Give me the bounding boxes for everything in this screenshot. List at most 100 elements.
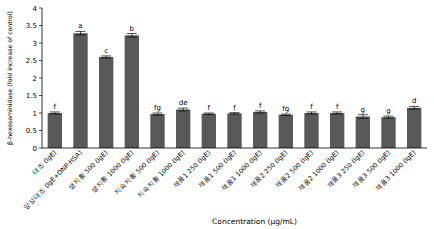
y-axis-title: β-hexosaminidase (fold increase of contr… (6, 11, 14, 145)
annotation: f (54, 103, 57, 111)
annotation: de (179, 99, 188, 107)
annotation: b (130, 25, 135, 33)
error-cap (306, 111, 316, 112)
y-tick-label: 3 (33, 40, 37, 48)
error-cap (152, 115, 162, 116)
error-bar (204, 113, 214, 114)
error-cap (75, 34, 85, 35)
error-cap (178, 110, 188, 111)
error-cap (409, 109, 419, 110)
annotation: f (336, 103, 339, 111)
y-tick (39, 78, 42, 79)
y-tick (39, 60, 42, 61)
y-tick-label: 0.5 (26, 127, 37, 135)
error-bar (383, 116, 393, 118)
bar (125, 35, 139, 148)
error-cap (50, 114, 60, 115)
error-bar (50, 112, 60, 114)
y-tick (39, 25, 42, 26)
error-bar (281, 114, 291, 115)
error-cap (101, 55, 111, 56)
error-cap (281, 114, 291, 115)
error-cap (101, 58, 111, 59)
y-tick-label: 2.5 (26, 57, 37, 65)
bar (279, 115, 293, 148)
error-bar (229, 113, 239, 114)
x-tick-label: 제품3 1000 (IgE) (374, 149, 418, 193)
error-bar (75, 31, 85, 35)
annotation: fg (154, 104, 161, 112)
error-cap (50, 111, 60, 112)
bar (48, 113, 62, 148)
annotation: c (104, 47, 108, 55)
error-bar (255, 111, 265, 113)
bar (227, 113, 241, 148)
error-bar (409, 106, 419, 109)
y-tick-label: 1 (33, 110, 37, 118)
annotation: g (361, 106, 365, 114)
error-bar (127, 34, 137, 38)
error-bar (332, 112, 342, 114)
chart: facbfgdeffffgffggd00.511.522.533.54대조 (I… (0, 0, 434, 229)
bars (48, 31, 422, 148)
error-stem (131, 34, 132, 38)
bar (150, 114, 164, 148)
annotation: fg (282, 105, 289, 113)
error-cap (127, 37, 137, 38)
error-stem (414, 106, 415, 109)
y-tick (39, 130, 42, 131)
error-cap (358, 118, 368, 119)
annotation: d (412, 97, 416, 105)
error-stem (80, 31, 81, 35)
bar (253, 112, 267, 148)
annotation: f (208, 104, 211, 112)
y-tick (39, 8, 42, 9)
error-cap (152, 113, 162, 114)
bar (330, 113, 344, 148)
annotation: a (78, 22, 82, 30)
bar (202, 114, 216, 148)
x-tick-label: 생지황 1000 (IgE) (89, 149, 135, 195)
bar (304, 113, 318, 148)
error-bar (152, 113, 162, 115)
y-tick (39, 95, 42, 96)
error-cap (204, 113, 214, 114)
x-tick-label: 지숙지황 1000 (IgE) (136, 149, 187, 200)
error-cap (281, 115, 291, 116)
error-cap (409, 106, 419, 107)
error-cap (306, 114, 316, 115)
bar (99, 57, 113, 148)
x-axis-title: Concentration (μg/mL) (212, 217, 297, 226)
error-cap (255, 113, 265, 114)
error-cap (229, 112, 239, 113)
annotation: f (310, 103, 313, 111)
y-tick-label: 3.5 (26, 22, 37, 30)
bar (73, 33, 87, 148)
error-cap (332, 111, 342, 112)
y-tick (39, 148, 42, 149)
bar (356, 117, 370, 149)
error-bar (358, 115, 368, 119)
error-cap (178, 108, 188, 109)
annotation: f (259, 102, 262, 110)
error-stem (183, 108, 184, 111)
y-tick (39, 113, 42, 114)
y-tick (39, 43, 42, 44)
error-cap (229, 114, 239, 115)
error-cap (332, 114, 342, 115)
bar (407, 108, 421, 148)
y-tick-label: 2 (33, 75, 37, 83)
error-cap (358, 114, 368, 115)
error-cap (383, 116, 393, 117)
bar (176, 110, 190, 149)
error-cap (255, 110, 265, 111)
x-tick-label: 지숙지황 500 (IgE) (113, 149, 161, 197)
error-bar (101, 56, 111, 58)
error-cap (383, 118, 393, 119)
error-stem (362, 115, 363, 119)
error-cap (75, 31, 85, 32)
bar (381, 117, 395, 148)
annotation: f (233, 104, 236, 112)
y-tick-label: 1.5 (26, 92, 37, 100)
y-tick-label: 4 (33, 5, 38, 13)
